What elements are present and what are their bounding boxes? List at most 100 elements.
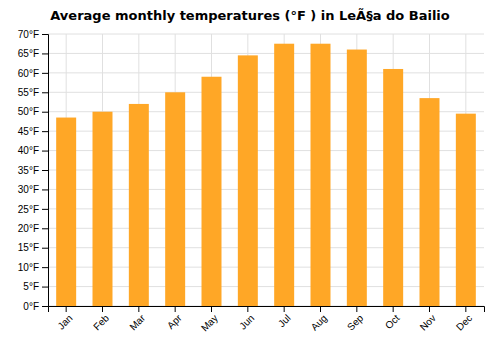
x-tick-mark xyxy=(175,306,176,312)
bar xyxy=(56,118,76,306)
y-tick-label: 25°F xyxy=(18,204,39,215)
y-tick-label: 40°F xyxy=(18,145,39,156)
y-tick: 60°F xyxy=(18,68,48,79)
y-tick-label: 35°F xyxy=(18,165,39,176)
bar xyxy=(311,44,331,306)
x-tick: Apr xyxy=(165,306,184,331)
y-tick-mark xyxy=(42,267,48,268)
x-tick-label: May xyxy=(199,312,220,333)
grid-line-y xyxy=(48,150,484,151)
x-axis-line xyxy=(49,307,485,313)
y-tick-mark xyxy=(42,34,48,35)
y-tick: 40°F xyxy=(18,145,48,156)
x-tick-label: Aug xyxy=(309,312,329,332)
bar xyxy=(420,98,440,306)
y-tick: 30°F xyxy=(18,184,48,195)
x-tick: Jun xyxy=(237,306,256,332)
y-tick-label: 55°F xyxy=(18,87,39,98)
y-axis: 0°F5°F10°F15°F20°F25°F30°F35°F40°F45°F50… xyxy=(18,29,49,312)
x-tick: May xyxy=(199,306,220,334)
x-tick: Feb xyxy=(91,306,111,332)
bar xyxy=(129,104,149,306)
title: Average monthly temperatures (°F ) in Le… xyxy=(50,8,450,23)
y-tick-label: 5°F xyxy=(23,281,39,292)
y-tick: 50°F xyxy=(18,106,48,117)
y-tick-label: 0°F xyxy=(23,301,39,312)
y-tick: 20°F xyxy=(18,223,48,234)
grid-line-y xyxy=(48,247,484,248)
plot: 0°F5°F10°F15°F20°F25°F30°F35°F40°F45°F50… xyxy=(18,29,485,334)
y-tick: 5°F xyxy=(23,281,48,292)
y-tick-mark xyxy=(42,112,48,113)
y-tick: 70°F xyxy=(18,29,48,40)
y-tick: 65°F xyxy=(18,48,48,59)
x-tick-label: Dec xyxy=(454,312,474,332)
y-tick-label: 10°F xyxy=(18,262,39,273)
y-tick-label: 50°F xyxy=(18,106,39,117)
y-tick-mark xyxy=(42,209,48,210)
x-tick-label: Feb xyxy=(91,312,111,332)
y-tick-mark xyxy=(42,189,48,190)
y-tick-label: 65°F xyxy=(18,48,39,59)
x-tick-mark xyxy=(247,306,248,312)
grid-line-y xyxy=(48,34,484,35)
y-tick-label: 20°F xyxy=(18,223,39,234)
y-tick-label: 30°F xyxy=(18,184,39,195)
x-tick: Jan xyxy=(55,306,74,332)
grid-line-y xyxy=(48,131,484,132)
x-tick-mark xyxy=(356,306,357,312)
y-tick: 55°F xyxy=(18,87,48,98)
y-tick-mark xyxy=(42,53,48,54)
grid-line-y xyxy=(48,208,484,209)
y-tick-mark xyxy=(42,306,48,307)
x-tick: Oct xyxy=(383,306,402,331)
y-tick-label: 60°F xyxy=(18,68,39,79)
x-axis: Jan Feb Mar Apr May Jun Jul Aug Sep Oct Nov Dec xyxy=(49,306,485,334)
x-tick-label: Jan xyxy=(55,312,74,331)
bar xyxy=(238,55,258,306)
y-tick: 35°F xyxy=(18,165,48,176)
y-tick-mark xyxy=(42,131,48,132)
grid-line-y xyxy=(48,267,484,268)
x-tick-label: Jul xyxy=(276,312,293,329)
x-tick: Dec xyxy=(454,306,474,333)
grid-line-y xyxy=(48,72,484,73)
x-tick-label: Mar xyxy=(127,312,147,332)
y-tick-mark xyxy=(42,151,48,152)
x-tick-label: Jun xyxy=(237,312,256,331)
bar xyxy=(202,77,222,306)
x-tick-mark xyxy=(102,306,103,312)
y-tick-mark xyxy=(42,170,48,171)
grid-line-y xyxy=(48,170,484,171)
grid-line-y xyxy=(48,53,484,54)
bar xyxy=(347,50,367,306)
grid-line-y xyxy=(48,228,484,229)
bar xyxy=(456,114,476,306)
x-tick-label: Apr xyxy=(165,312,184,331)
grid-line-y xyxy=(48,286,484,287)
grid-line-y xyxy=(48,189,484,190)
y-tick: 15°F xyxy=(18,242,48,253)
y-tick: 0°F xyxy=(23,301,48,312)
bars xyxy=(56,44,476,306)
y-axis-line xyxy=(42,35,49,307)
y-tick-mark xyxy=(42,228,48,229)
x-tick-mark xyxy=(465,306,466,312)
bar xyxy=(93,112,113,306)
chart: 0°F5°F10°F15°F20°F25°F30°F35°F40°F45°F50… xyxy=(0,0,500,350)
bar xyxy=(383,69,403,306)
bar xyxy=(274,44,294,306)
x-tick-label: Oct xyxy=(383,312,402,331)
y-tick: 25°F xyxy=(18,204,48,215)
y-tick-label: 70°F xyxy=(18,29,39,40)
x-tick: Jul xyxy=(276,306,293,329)
y-tick-mark xyxy=(42,92,48,93)
grid-line-y xyxy=(48,111,484,112)
y-tick: 10°F xyxy=(18,262,48,273)
x-tick-mark xyxy=(138,306,139,312)
x-tick: Mar xyxy=(127,306,147,332)
x-tick: Sep xyxy=(345,306,366,333)
x-tick: Nov xyxy=(418,306,438,333)
x-tick-label: Sep xyxy=(345,312,366,333)
x-tick-mark xyxy=(393,306,394,312)
